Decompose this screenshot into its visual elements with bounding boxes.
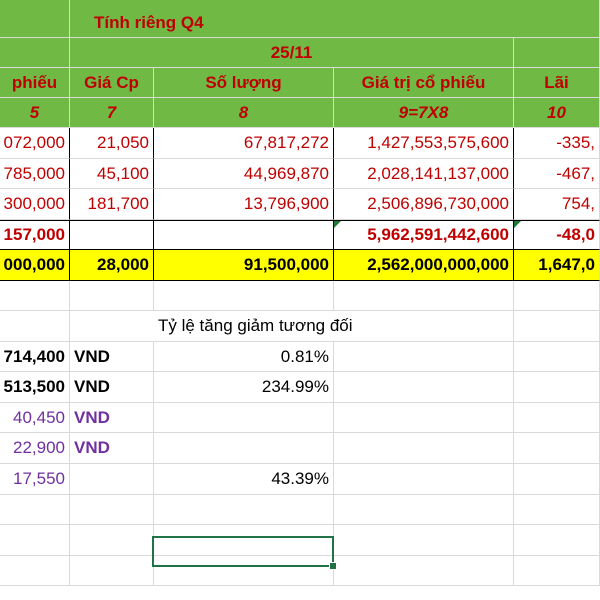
highlight-cell[interactable]: 1,647,0: [514, 250, 600, 281]
cell[interactable]: [334, 464, 514, 495]
pct-cell[interactable]: 234.99%: [154, 372, 334, 403]
unit-cell[interactable]: VND: [70, 342, 154, 372]
cell[interactable]: [70, 556, 154, 586]
data-cell[interactable]: 072,000: [0, 128, 70, 159]
cell[interactable]: [514, 311, 600, 342]
col-label-cell[interactable]: Giá Cp: [70, 68, 154, 98]
data-cell[interactable]: 785,000: [0, 159, 70, 189]
col-number-cell[interactable]: 8: [154, 98, 334, 128]
cell[interactable]: [514, 38, 600, 68]
summary-value-cell[interactable]: 40,450: [0, 403, 70, 433]
unit-cell[interactable]: [70, 464, 154, 495]
date-header-cell[interactable]: 25/11: [70, 38, 514, 68]
data-cell[interactable]: 21,050: [70, 128, 154, 159]
cell[interactable]: [334, 0, 514, 38]
data-cell[interactable]: 13,796,900: [154, 189, 334, 220]
total-cell[interactable]: 5,962,591,442,600: [334, 220, 514, 250]
cell[interactable]: [70, 281, 154, 311]
col-number-cell[interactable]: 9=7X8: [334, 98, 514, 128]
cell[interactable]: [0, 556, 70, 586]
highlight-cell[interactable]: 2,562,000,000,000: [334, 250, 514, 281]
cell[interactable]: [0, 311, 70, 342]
pct-cell[interactable]: [154, 403, 334, 433]
data-cell[interactable]: 44,969,870: [154, 159, 334, 189]
data-cell[interactable]: 2,506,896,730,000: [334, 189, 514, 220]
cell[interactable]: [334, 556, 514, 586]
cell[interactable]: [514, 556, 600, 586]
unit-cell[interactable]: VND: [70, 403, 154, 433]
highlight-cell[interactable]: 28,000: [70, 250, 154, 281]
total-cell[interactable]: -48,0: [514, 220, 600, 250]
data-cell[interactable]: 1,427,553,575,600: [334, 128, 514, 159]
col-label-cell[interactable]: phiếu: [0, 68, 70, 98]
data-cell[interactable]: 45,100: [70, 159, 154, 189]
cell[interactable]: [334, 495, 514, 525]
data-cell[interactable]: 2,028,141,137,000: [334, 159, 514, 189]
pct-cell[interactable]: [154, 433, 334, 464]
summary-value-cell[interactable]: 17,550: [0, 464, 70, 495]
cell[interactable]: [0, 38, 70, 68]
cell[interactable]: [154, 281, 334, 311]
cell[interactable]: [154, 495, 334, 525]
data-cell[interactable]: -467,: [514, 159, 600, 189]
cell[interactable]: [70, 525, 154, 556]
summary-value-cell[interactable]: 714,400: [0, 342, 70, 372]
cell[interactable]: [0, 525, 70, 556]
cell[interactable]: [70, 311, 154, 342]
cell[interactable]: [514, 342, 600, 372]
cell[interactable]: [514, 372, 600, 403]
cell[interactable]: [70, 495, 154, 525]
unit-cell[interactable]: VND: [70, 372, 154, 403]
data-cell[interactable]: 67,817,272: [154, 128, 334, 159]
summary-title-cell[interactable]: Tỷ lệ tăng giảm tương đối: [154, 311, 514, 342]
cell[interactable]: [514, 403, 600, 433]
col-number-cell[interactable]: 5: [0, 98, 70, 128]
cell[interactable]: [334, 433, 514, 464]
total-cell[interactable]: [70, 220, 154, 250]
cell[interactable]: [0, 0, 70, 38]
cell[interactable]: [514, 464, 600, 495]
cell[interactable]: [0, 495, 70, 525]
data-cell[interactable]: 754,: [514, 189, 600, 220]
data-cell[interactable]: 300,000: [0, 189, 70, 220]
data-cell[interactable]: 181,700: [70, 189, 154, 220]
cell[interactable]: [334, 342, 514, 372]
col-number-cell[interactable]: 7: [70, 98, 154, 128]
pct-cell[interactable]: 0.81%: [154, 342, 334, 372]
col-label-cell[interactable]: Lãi: [514, 68, 600, 98]
highlight-cell[interactable]: 91,500,000: [154, 250, 334, 281]
cell[interactable]: [334, 525, 514, 556]
pct-cell[interactable]: 43.39%: [154, 464, 334, 495]
highlight-cell[interactable]: 000,000: [0, 250, 70, 281]
data-cell[interactable]: -335,: [514, 128, 600, 159]
total-cell[interactable]: 157,000: [0, 220, 70, 250]
col-label-cell[interactable]: Số lượng: [154, 68, 334, 98]
cell[interactable]: [514, 495, 600, 525]
total-cell[interactable]: [154, 220, 334, 250]
cell[interactable]: [334, 281, 514, 311]
col-number-cell[interactable]: 10: [514, 98, 600, 128]
summary-value-cell[interactable]: 513,500: [0, 372, 70, 403]
selected-cell-outline[interactable]: [152, 536, 337, 570]
cell[interactable]: [334, 403, 514, 433]
cell[interactable]: [0, 281, 70, 311]
cell[interactable]: [514, 0, 600, 38]
group-title-cell[interactable]: Tính riêng Q4: [70, 0, 334, 38]
col-label-cell[interactable]: Giá trị cổ phiếu: [334, 68, 514, 98]
cell[interactable]: [514, 433, 600, 464]
cell[interactable]: [514, 525, 600, 556]
cell[interactable]: [334, 372, 514, 403]
cell[interactable]: [514, 281, 600, 311]
cell[interactable]: [154, 556, 334, 586]
unit-cell[interactable]: VND: [70, 433, 154, 464]
summary-value-cell[interactable]: 22,900: [0, 433, 70, 464]
